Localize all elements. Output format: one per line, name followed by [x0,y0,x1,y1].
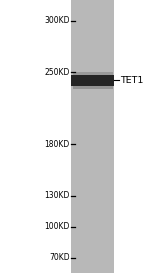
Bar [73,72,112,75]
Bar [71,0,114,273]
Bar [73,85,112,89]
Text: 250KD: 250KD [44,68,70,77]
Text: 130KD: 130KD [44,191,70,200]
Text: 70KD: 70KD [49,253,70,262]
Text: 100KD: 100KD [44,222,70,231]
Text: 300KD: 300KD [44,16,70,25]
Text: 180KD: 180KD [45,140,70,149]
Text: TET1: TET1 [120,76,143,85]
Bar [71,75,114,85]
